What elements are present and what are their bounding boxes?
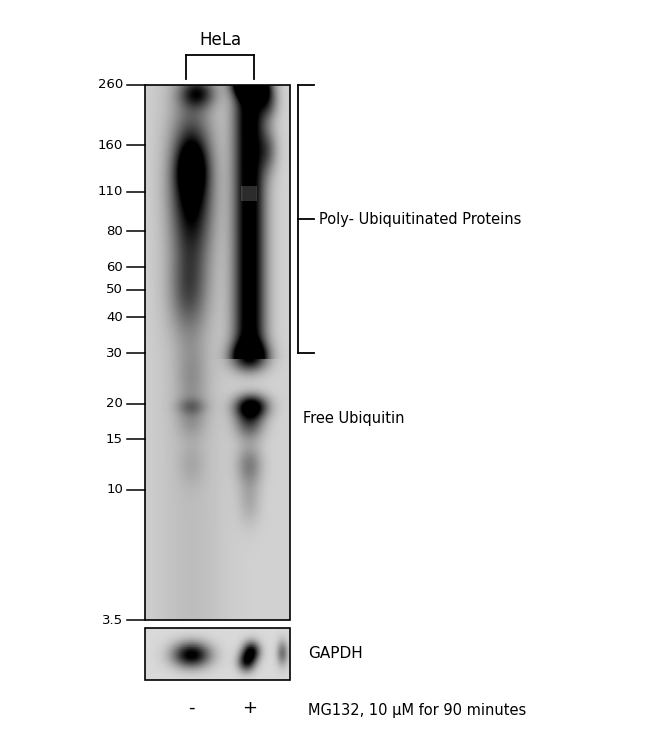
Text: 60: 60 xyxy=(106,261,123,273)
Text: 10: 10 xyxy=(106,483,123,496)
Text: 30: 30 xyxy=(106,347,123,360)
Text: Free Ubiquitin: Free Ubiquitin xyxy=(303,411,404,426)
Text: 110: 110 xyxy=(98,185,123,198)
Text: 20: 20 xyxy=(106,397,123,410)
Text: 160: 160 xyxy=(98,139,123,152)
Bar xyxy=(145,628,290,680)
Text: 50: 50 xyxy=(106,283,123,297)
Text: Poly- Ubiquitinated Proteins: Poly- Ubiquitinated Proteins xyxy=(319,211,521,226)
Text: -: - xyxy=(188,699,194,717)
Text: 40: 40 xyxy=(106,311,123,324)
Text: +: + xyxy=(242,699,257,717)
Text: HeLa: HeLa xyxy=(200,31,241,49)
Text: 15: 15 xyxy=(106,433,123,446)
Text: MG132, 10 μM for 90 minutes: MG132, 10 μM for 90 minutes xyxy=(308,704,526,719)
Text: 80: 80 xyxy=(106,225,123,238)
Text: 3.5: 3.5 xyxy=(102,613,123,627)
Bar xyxy=(145,85,290,620)
Text: GAPDH: GAPDH xyxy=(308,646,363,662)
Text: 260: 260 xyxy=(98,78,123,91)
